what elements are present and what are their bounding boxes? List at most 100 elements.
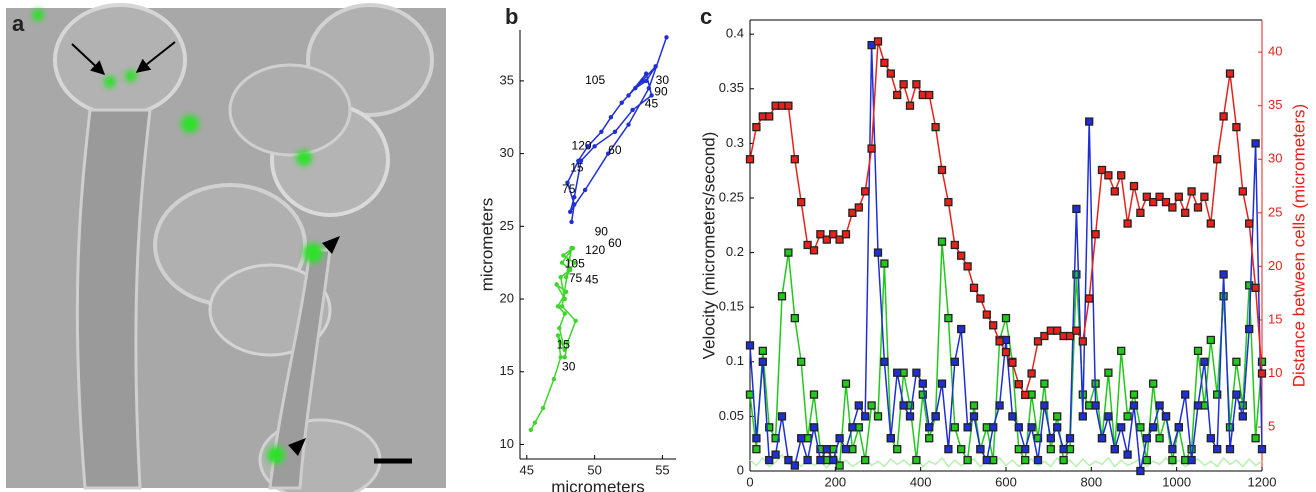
chart-panel: b 45 50 55 10 15 20 25 30 35 micrometers micrometer… bbox=[477, 4, 676, 492]
annotation: 75 bbox=[562, 182, 576, 196]
data-point bbox=[1033, 434, 1043, 443]
data-point bbox=[1008, 412, 1017, 421]
spot bbox=[32, 9, 44, 21]
data-point bbox=[1238, 412, 1247, 421]
data-point bbox=[829, 455, 838, 465]
data-point bbox=[982, 310, 991, 319]
data-point bbox=[573, 318, 578, 324]
annotation: 105 bbox=[565, 256, 585, 270]
data-point bbox=[745, 390, 755, 399]
data-point bbox=[899, 401, 908, 410]
data-point bbox=[1181, 390, 1190, 399]
data-point bbox=[612, 129, 618, 134]
annotation: 120 bbox=[585, 243, 605, 257]
data-point bbox=[944, 445, 953, 454]
data-point bbox=[745, 341, 755, 350]
data-point bbox=[1027, 369, 1036, 378]
data-point bbox=[989, 321, 998, 330]
annotation: 105 bbox=[585, 73, 605, 87]
y-tick-label: 0.35 bbox=[719, 80, 744, 95]
annotation: 60 bbox=[608, 143, 622, 157]
data-point bbox=[752, 445, 761, 454]
data-point bbox=[854, 203, 863, 212]
data-point bbox=[1161, 197, 1171, 207]
data-point bbox=[841, 230, 851, 239]
data-point bbox=[633, 85, 638, 91]
data-point bbox=[957, 445, 966, 454]
data-point bbox=[1072, 270, 1081, 279]
data-point bbox=[664, 35, 669, 40]
data-point bbox=[1251, 283, 1260, 292]
data-point bbox=[1104, 368, 1113, 377]
data-point bbox=[1008, 358, 1017, 367]
data-point bbox=[1245, 219, 1254, 228]
data-point bbox=[1065, 331, 1075, 341]
x-tick-label: 400 bbox=[910, 474, 932, 489]
series-line bbox=[566, 37, 668, 223]
y-tick-label: 10 bbox=[500, 436, 514, 451]
arrowhead-marker bbox=[322, 236, 340, 254]
data-point bbox=[1257, 369, 1267, 378]
data-point bbox=[1206, 434, 1215, 443]
data-point bbox=[1193, 203, 1203, 212]
data-point bbox=[1206, 335, 1215, 345]
data-point bbox=[989, 423, 998, 432]
data-point bbox=[873, 412, 883, 421]
data-point bbox=[963, 423, 972, 432]
data-point bbox=[886, 434, 895, 443]
data-point bbox=[886, 69, 895, 78]
y-tick-label: 0.2 bbox=[726, 244, 744, 259]
micrograph: a bbox=[6, 3, 446, 492]
annotation: 45 bbox=[585, 272, 599, 286]
data-point bbox=[582, 187, 588, 193]
data-point bbox=[918, 390, 927, 399]
data-point bbox=[1033, 337, 1043, 346]
data-point bbox=[643, 78, 649, 84]
data-point bbox=[893, 90, 902, 100]
data-point bbox=[893, 445, 902, 454]
data-point bbox=[848, 208, 857, 217]
data-point bbox=[1014, 380, 1023, 389]
data-point bbox=[562, 296, 567, 302]
data-point bbox=[532, 420, 538, 425]
annotation: 90 bbox=[654, 85, 668, 99]
spot bbox=[296, 150, 312, 166]
data-point bbox=[925, 90, 934, 100]
data-point bbox=[1168, 203, 1177, 212]
data-point bbox=[1245, 324, 1254, 334]
data-point bbox=[963, 455, 972, 465]
data-point bbox=[899, 80, 908, 89]
data-point bbox=[1193, 401, 1203, 410]
data-point bbox=[1091, 230, 1100, 239]
y-tick-label: 0.25 bbox=[719, 189, 744, 204]
y-axis-title: Velocity (micrometers/second) bbox=[699, 132, 718, 360]
data-point bbox=[752, 434, 761, 443]
data-point bbox=[562, 311, 567, 316]
data-point bbox=[1059, 455, 1068, 465]
x-tick-label: 55 bbox=[655, 462, 669, 477]
data-point bbox=[937, 165, 947, 175]
data-point bbox=[1123, 450, 1132, 459]
y-tick-label: 35 bbox=[500, 72, 514, 87]
data-point bbox=[1040, 331, 1049, 341]
data-point bbox=[563, 289, 569, 294]
data-point bbox=[1110, 187, 1119, 196]
data-point bbox=[790, 461, 799, 470]
data-point bbox=[803, 455, 812, 465]
data-point bbox=[822, 235, 831, 244]
data-point bbox=[880, 357, 889, 366]
data-point bbox=[1142, 434, 1151, 443]
data-point bbox=[1174, 192, 1183, 201]
data-point bbox=[931, 122, 940, 132]
data-point bbox=[995, 337, 1004, 346]
data-point bbox=[1072, 326, 1081, 335]
data-point bbox=[599, 129, 604, 134]
data-point bbox=[777, 412, 787, 421]
data-point bbox=[1155, 192, 1164, 201]
data-point bbox=[1213, 155, 1222, 164]
y2-axis-title: Distance between cells (micrometers) bbox=[1289, 104, 1308, 387]
data-point bbox=[790, 313, 799, 323]
data-point bbox=[643, 71, 649, 76]
arrowhead-marker bbox=[288, 438, 306, 456]
